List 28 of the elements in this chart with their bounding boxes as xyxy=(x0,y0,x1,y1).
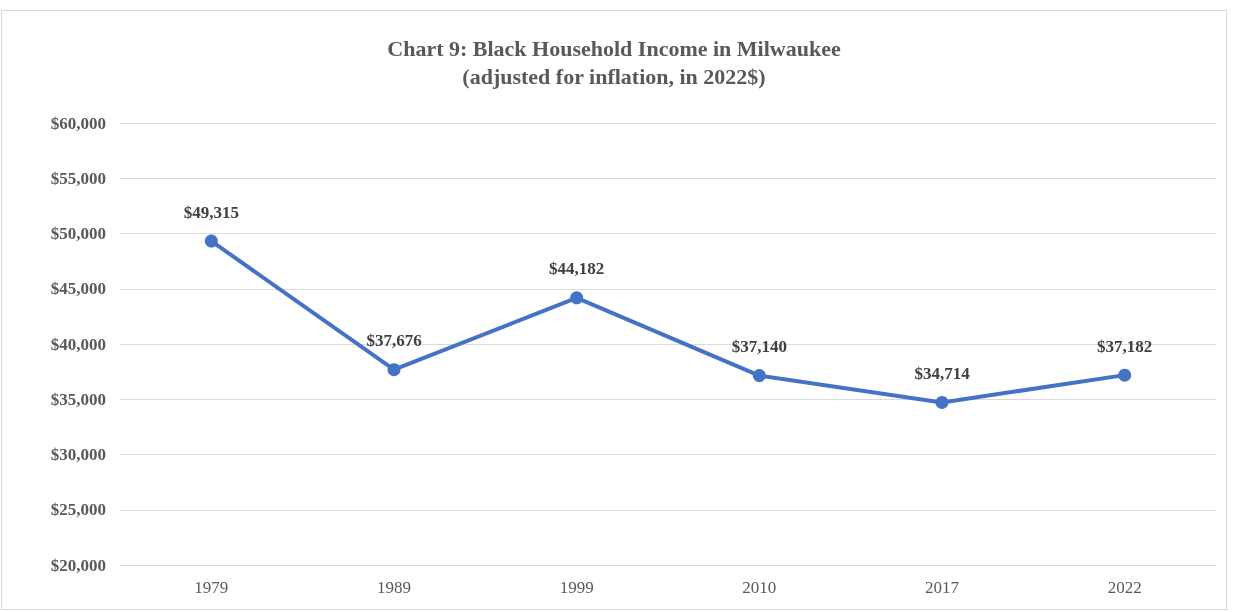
y-tick-label: $55,000 xyxy=(50,168,106,188)
x-tick-label: 2017 xyxy=(925,578,960,597)
x-tick-label: 2022 xyxy=(1107,578,1142,597)
y-tick-label: $35,000 xyxy=(50,389,106,409)
y-tick-label: $60,000 xyxy=(50,113,106,133)
y-tick-label: $50,000 xyxy=(50,224,106,243)
point xyxy=(935,395,949,409)
point xyxy=(204,234,218,248)
data-label: $37,676 xyxy=(366,331,422,351)
x-tick-label: 1979 xyxy=(194,578,229,597)
y-tick-label: $25,000 xyxy=(50,500,106,520)
y-tick-label: $30,000 xyxy=(50,445,106,464)
y-tick-label: $20,000 xyxy=(50,555,106,575)
data-label: $37,140 xyxy=(731,337,787,357)
chart-title: Chart 9: Black Household Income in Milwaukee (adjusted for inflation, in 2022$) xyxy=(387,35,841,89)
data-label: $34,714 xyxy=(914,363,971,383)
point xyxy=(570,291,584,305)
x-tick-label: 1989 xyxy=(377,578,411,597)
point xyxy=(1118,368,1132,382)
point xyxy=(752,369,766,383)
point xyxy=(387,363,401,377)
data-label: $44,182 xyxy=(549,259,605,279)
x-tick-label: 2010 xyxy=(742,578,777,597)
data-label: $37,182 xyxy=(1097,336,1153,356)
y-tick-label: $45,000 xyxy=(50,279,106,299)
x-tick-label: 1999 xyxy=(559,578,594,597)
y-tick-label: $40,000 xyxy=(50,334,106,354)
data-label: $49,315 xyxy=(183,202,239,222)
